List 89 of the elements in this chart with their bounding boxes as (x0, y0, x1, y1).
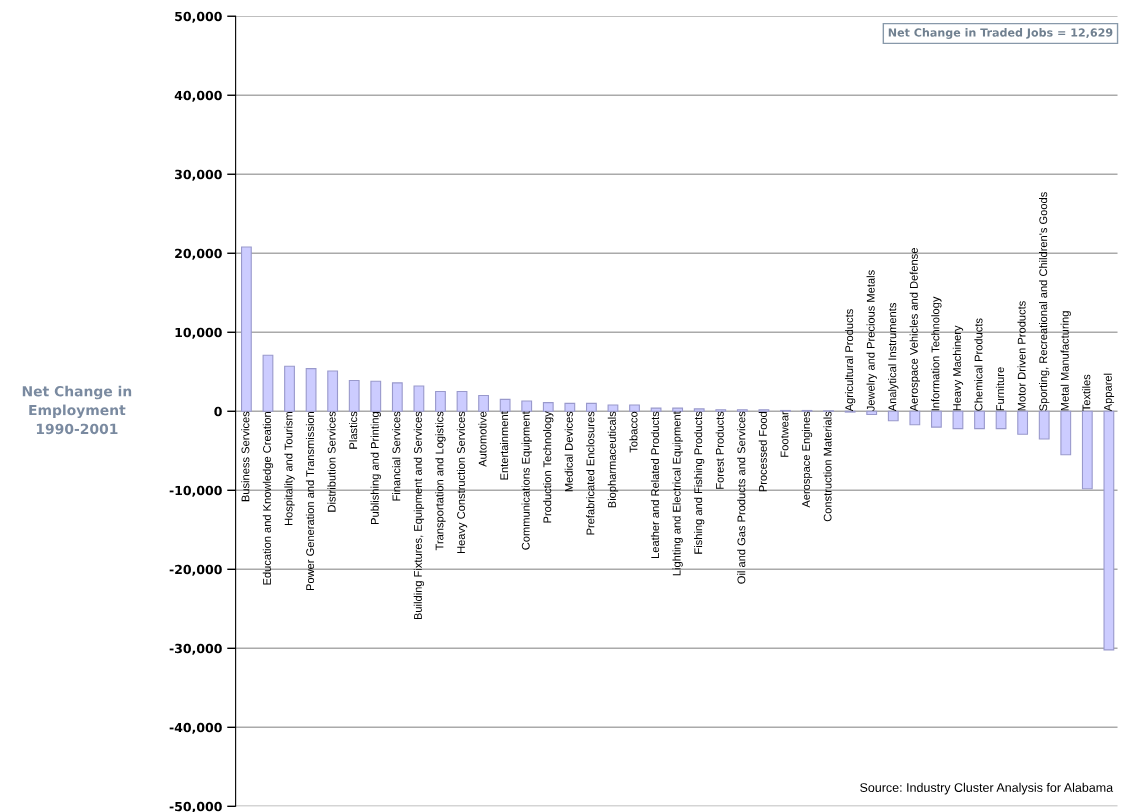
x-tick-label: Medical Devices (564, 411, 573, 492)
bar (974, 410, 985, 430)
y-tick-label: 30,000 (175, 169, 222, 181)
x-tick-label: Plastics (349, 411, 358, 449)
x-tick-label: Entertainment (499, 411, 509, 480)
x-tick-label: Automotive (478, 411, 487, 467)
x-tick-label: Publishing and Printing (370, 411, 381, 525)
bar (1081, 410, 1093, 490)
y-tick-label: 20,000 (175, 248, 222, 260)
y-tick-label: -30,000 (169, 643, 222, 655)
x-tick-label: Analytical Instruments (888, 302, 899, 412)
x-tick-label: Fishing and Fishing Products (694, 411, 705, 554)
x-tick-label: Apparel (1103, 373, 1115, 412)
bar (887, 410, 899, 422)
x-tick-label: Chemical Products (974, 318, 983, 411)
bar (1103, 410, 1115, 651)
x-tick-label: Construction Materials (823, 411, 832, 522)
bar (262, 354, 274, 412)
x-tick-label: Forest Products (715, 411, 724, 489)
x-tick-label: Lighting and Electrical Equipment (672, 411, 683, 576)
y-tick-label: 50,000 (175, 11, 222, 23)
x-tick-label: Power Generation and Transmission (305, 411, 315, 591)
bar (650, 407, 662, 412)
y-tick-label: -40,000 (169, 722, 222, 734)
x-tick-label: Jewelry and Precious Metals (866, 270, 877, 412)
bar (693, 408, 705, 412)
x-tick-label: Sporting, Recreational and Children's Goods (1039, 192, 1050, 411)
x-tick-label: Education and Knowledge Creation (262, 411, 274, 585)
x-tick-label: Aerospace Engines (801, 411, 813, 508)
x-tick-label: Financial Services (392, 411, 401, 501)
x-tick-label: Biopharmaceuticals (607, 411, 619, 508)
bar (629, 404, 640, 412)
x-tick-label: Agricultural Products (844, 309, 856, 412)
x-tick-label: Heavy Construction Services (456, 411, 468, 554)
x-tick-label: Metal Manufacturing (1060, 311, 1071, 411)
bar (305, 368, 317, 412)
bar (1038, 410, 1050, 440)
x-tick-label: Textiles (1082, 374, 1091, 412)
y-tick-label: 40,000 (174, 90, 222, 102)
annotation: Net Change in Traded Jobs = 12,629 (888, 28, 1113, 39)
x-tick-label: Information Technology (931, 296, 942, 411)
bar (952, 410, 964, 430)
bar (284, 365, 295, 412)
bar (478, 394, 489, 412)
bar (435, 390, 446, 412)
bar (564, 402, 576, 412)
x-tick-label: Transportation and Logistics (435, 411, 446, 551)
y-tick-label: -10,000 (169, 485, 222, 497)
x-tick-label: Communications Equipment (521, 411, 532, 550)
bar (995, 410, 1007, 430)
y-tick-label: 0 (214, 406, 222, 417)
bar (930, 410, 942, 428)
bar (585, 402, 597, 412)
bar (456, 390, 468, 412)
bar (866, 410, 878, 415)
x-tick-label: Furniture (995, 367, 1005, 411)
bar (348, 379, 360, 412)
bar (909, 410, 921, 426)
x-tick-label: Motor Driven Products (1017, 301, 1026, 411)
bar (1060, 410, 1072, 456)
bar (413, 385, 425, 412)
y-tick-label: -20,000 (169, 564, 222, 576)
x-tick-label: Processed Food (758, 411, 767, 492)
x-tick-label: Oil and Gas Products and Services (737, 411, 746, 584)
bar (607, 404, 619, 412)
x-tick-label: Footwear (780, 411, 789, 457)
x-tick-label: Production Technology (543, 411, 554, 523)
bar (391, 382, 403, 412)
x-tick-label: Aerospace Vehicles and Defense (909, 248, 921, 412)
x-tick-label: Hospitality and Tourism (284, 412, 295, 526)
x-tick-label: Tobacco (629, 411, 638, 453)
bar (370, 380, 382, 412)
y-axis-title: Net Change in Employment 1990-2001 (22, 385, 132, 435)
x-tick-label: Heavy Machinery (952, 325, 964, 411)
bar (1017, 410, 1029, 435)
bar (499, 398, 511, 412)
x-tick-label: Building Fixtures, Equipment and Services (413, 411, 425, 620)
annotation: Source: Industry Cluster Analysis for Alabama (860, 782, 1114, 795)
bar (672, 407, 684, 412)
y-tick-label: 10,000 (175, 327, 222, 339)
bar (327, 370, 339, 412)
x-tick-label: Business Services (241, 411, 250, 502)
x-tick-label: Leather and Related Products (650, 411, 660, 558)
bar (521, 400, 533, 412)
bar (542, 402, 554, 412)
x-tick-label: Distribution Services (327, 411, 336, 512)
bar (240, 246, 252, 412)
x-tick-label: Prefabricated Enclosures (586, 411, 595, 535)
y-tick-label: -50,000 (169, 801, 222, 812)
